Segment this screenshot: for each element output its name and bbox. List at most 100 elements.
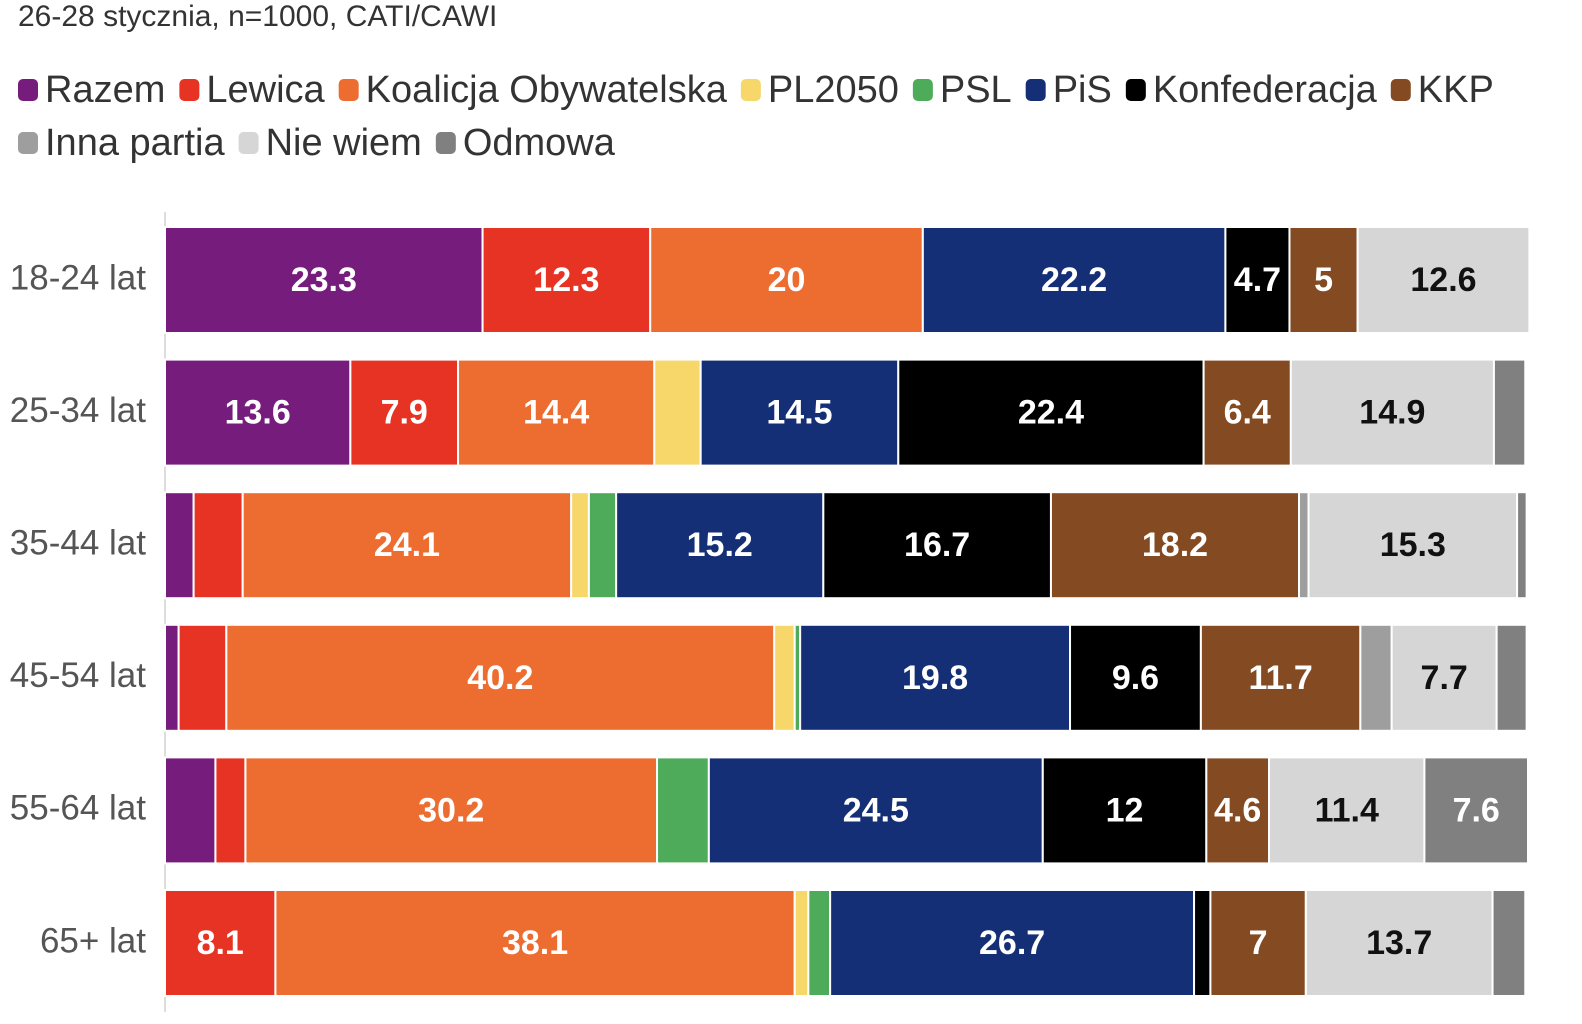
- bar-segment: [1491, 889, 1527, 997]
- legend-label: Inna partia: [45, 122, 225, 164]
- legend-label: Lewica: [206, 69, 325, 111]
- bar-segment: [164, 889, 277, 997]
- bar-segment: [164, 491, 195, 600]
- bar-segment: [1289, 358, 1495, 467]
- bar-segment: [570, 491, 590, 600]
- bar-segment: [615, 491, 825, 600]
- bar-segment: [653, 358, 702, 467]
- bar-segment: [225, 623, 776, 732]
- bar-segment: [1359, 623, 1393, 732]
- bar-segment: [587, 491, 618, 600]
- bar-segment: [773, 623, 796, 732]
- bar-segment: [897, 358, 1205, 467]
- legend-label: Konfederacja: [1153, 69, 1378, 111]
- value-label: 26.7: [979, 924, 1045, 962]
- legend-item: KKP: [1390, 69, 1494, 111]
- value-label: 7: [1249, 924, 1268, 962]
- value-label: 14.4: [523, 394, 589, 432]
- value-label: 7.9: [381, 394, 428, 432]
- legend-swatch: [435, 132, 456, 154]
- y-tick-label: 65+ lat: [40, 921, 146, 960]
- value-label: 15.2: [687, 526, 753, 564]
- bar-segment: [457, 358, 656, 467]
- bar-segment: [192, 491, 244, 600]
- bar-segment: [1199, 623, 1362, 732]
- legend-label: Razem: [45, 69, 165, 111]
- value-label: 7.6: [1453, 791, 1500, 829]
- value-label: 22.4: [1018, 394, 1084, 432]
- value-label: 11.7: [1248, 659, 1312, 697]
- value-label: 18.2: [1142, 526, 1208, 564]
- bar-segment: [822, 491, 1052, 600]
- value-label: 19.8: [902, 659, 968, 697]
- bar-segment: [1423, 756, 1529, 865]
- value-label: 14.9: [1359, 394, 1425, 432]
- bar-segment: [177, 623, 228, 732]
- value-label: 23.3: [291, 261, 357, 299]
- bar-segment: [214, 756, 247, 865]
- bar-segment: [1390, 623, 1498, 732]
- bar-segment: [349, 358, 460, 467]
- bar-segment: [164, 623, 180, 732]
- bar-segment: [1193, 889, 1212, 997]
- value-label: 4.6: [1214, 791, 1261, 829]
- legend-item: PiS: [1025, 69, 1112, 111]
- bar-segment: [807, 889, 832, 997]
- value-label: 12: [1106, 791, 1144, 829]
- bar-segment: [1069, 623, 1202, 732]
- bar-segment: [1209, 889, 1307, 997]
- bar-segment: [799, 623, 1072, 732]
- value-label: 16.7: [904, 526, 970, 564]
- y-tick-label: 25-34 lat: [10, 391, 146, 430]
- value-label: 9.6: [1112, 659, 1159, 697]
- value-label: 24.1: [374, 526, 440, 564]
- legend-label: KKP: [1418, 69, 1494, 111]
- legend-item: Odmowa: [435, 122, 616, 164]
- value-label: 13.7: [1366, 924, 1432, 962]
- bar-segment: [1041, 756, 1208, 865]
- bar-segment: [1516, 491, 1528, 600]
- bar-segment: [241, 491, 573, 600]
- value-label: 15.3: [1380, 526, 1446, 564]
- y-tick-label: 18-24 lat: [10, 258, 146, 297]
- bar-segment: [1202, 358, 1292, 467]
- legend-label: PSL: [940, 69, 1012, 111]
- legend-item: PSL: [912, 69, 1012, 111]
- value-label: 14.5: [766, 394, 832, 432]
- bar-segment: [793, 889, 810, 997]
- legend-swatch: [912, 79, 933, 101]
- legend-label: PL2050: [768, 69, 899, 111]
- bar-segment: [164, 226, 484, 334]
- legend-item: Konfederacja: [1125, 69, 1378, 111]
- value-label: 30.2: [418, 791, 484, 829]
- value-label: 38.1: [502, 924, 568, 962]
- legend-item: Razem: [18, 69, 165, 111]
- y-tick-label: 45-54 lat: [10, 656, 146, 695]
- legend-item: Lewica: [179, 69, 326, 111]
- legend-item: PL2050: [740, 69, 899, 111]
- bar-segment: [164, 756, 217, 865]
- bar-segment: [1356, 226, 1531, 334]
- legend-swatch: [1390, 79, 1411, 101]
- bar-segment: [829, 889, 1196, 997]
- value-label: 40.2: [467, 659, 533, 697]
- value-label: 8.1: [197, 924, 244, 962]
- bar-segment: [481, 226, 652, 334]
- legend-swatch: [1025, 79, 1046, 101]
- bar-segment: [656, 756, 710, 865]
- bar-segment: [699, 358, 900, 467]
- value-label: 6.4: [1224, 394, 1271, 432]
- legend-swatch: [18, 132, 38, 154]
- legend-swatch: [18, 79, 38, 101]
- legend-item: Nie wiem: [238, 122, 422, 164]
- legend-item: Koalicja Obywatelska: [338, 69, 728, 111]
- bar-segment: [1298, 491, 1310, 600]
- legend-label: Odmowa: [463, 122, 616, 164]
- value-label: 20: [768, 261, 806, 299]
- legend-swatch: [1125, 79, 1146, 101]
- value-label: 12.6: [1410, 261, 1476, 299]
- bar-segment: [244, 756, 659, 865]
- bar-segment: [1268, 756, 1426, 865]
- y-tick-label: 55-64 lat: [10, 789, 146, 828]
- legend-swatch: [338, 79, 359, 101]
